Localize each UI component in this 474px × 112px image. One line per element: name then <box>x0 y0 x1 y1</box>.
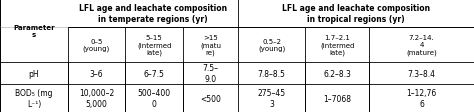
Text: 7.5–
9.0: 7.5– 9.0 <box>203 64 219 83</box>
Text: 275–45
3: 275–45 3 <box>257 89 286 108</box>
Text: 1–7068: 1–7068 <box>323 94 351 103</box>
Text: >15
(matu
re): >15 (matu re) <box>200 35 221 56</box>
Text: BOD₅ (mg
L⁻¹): BOD₅ (mg L⁻¹) <box>15 89 53 108</box>
Text: 1.7–2.1
(intermed
iate): 1.7–2.1 (intermed iate) <box>320 35 355 56</box>
Text: 7.2–14.
4
(mature): 7.2–14. 4 (mature) <box>406 35 437 55</box>
Text: 6.2–8.3: 6.2–8.3 <box>323 69 351 78</box>
Text: 500–400
0: 500–400 0 <box>138 89 171 108</box>
Text: <500: <500 <box>200 94 221 103</box>
Text: 6–7.5: 6–7.5 <box>144 69 165 78</box>
Text: 5–15
(intermed
iate): 5–15 (intermed iate) <box>137 35 172 56</box>
Text: 10,000–2
5,000: 10,000–2 5,000 <box>79 89 114 108</box>
Text: 7.8–8.5: 7.8–8.5 <box>258 69 285 78</box>
Text: Parameter
s: Parameter s <box>13 25 55 38</box>
Text: 0–5
(young): 0–5 (young) <box>83 38 110 52</box>
Text: 3–6: 3–6 <box>90 69 103 78</box>
Text: LFL age and leachate composition
in temperate regions (yr): LFL age and leachate composition in temp… <box>79 4 227 24</box>
Text: LFL age and leachate composition
in tropical regions (yr): LFL age and leachate composition in trop… <box>282 4 430 24</box>
Text: 0.5–2
(young): 0.5–2 (young) <box>258 38 285 52</box>
Text: 7.3–8.4: 7.3–8.4 <box>408 69 436 78</box>
Text: pH: pH <box>28 69 39 78</box>
Text: 1–12,76
6: 1–12,76 6 <box>407 89 437 108</box>
